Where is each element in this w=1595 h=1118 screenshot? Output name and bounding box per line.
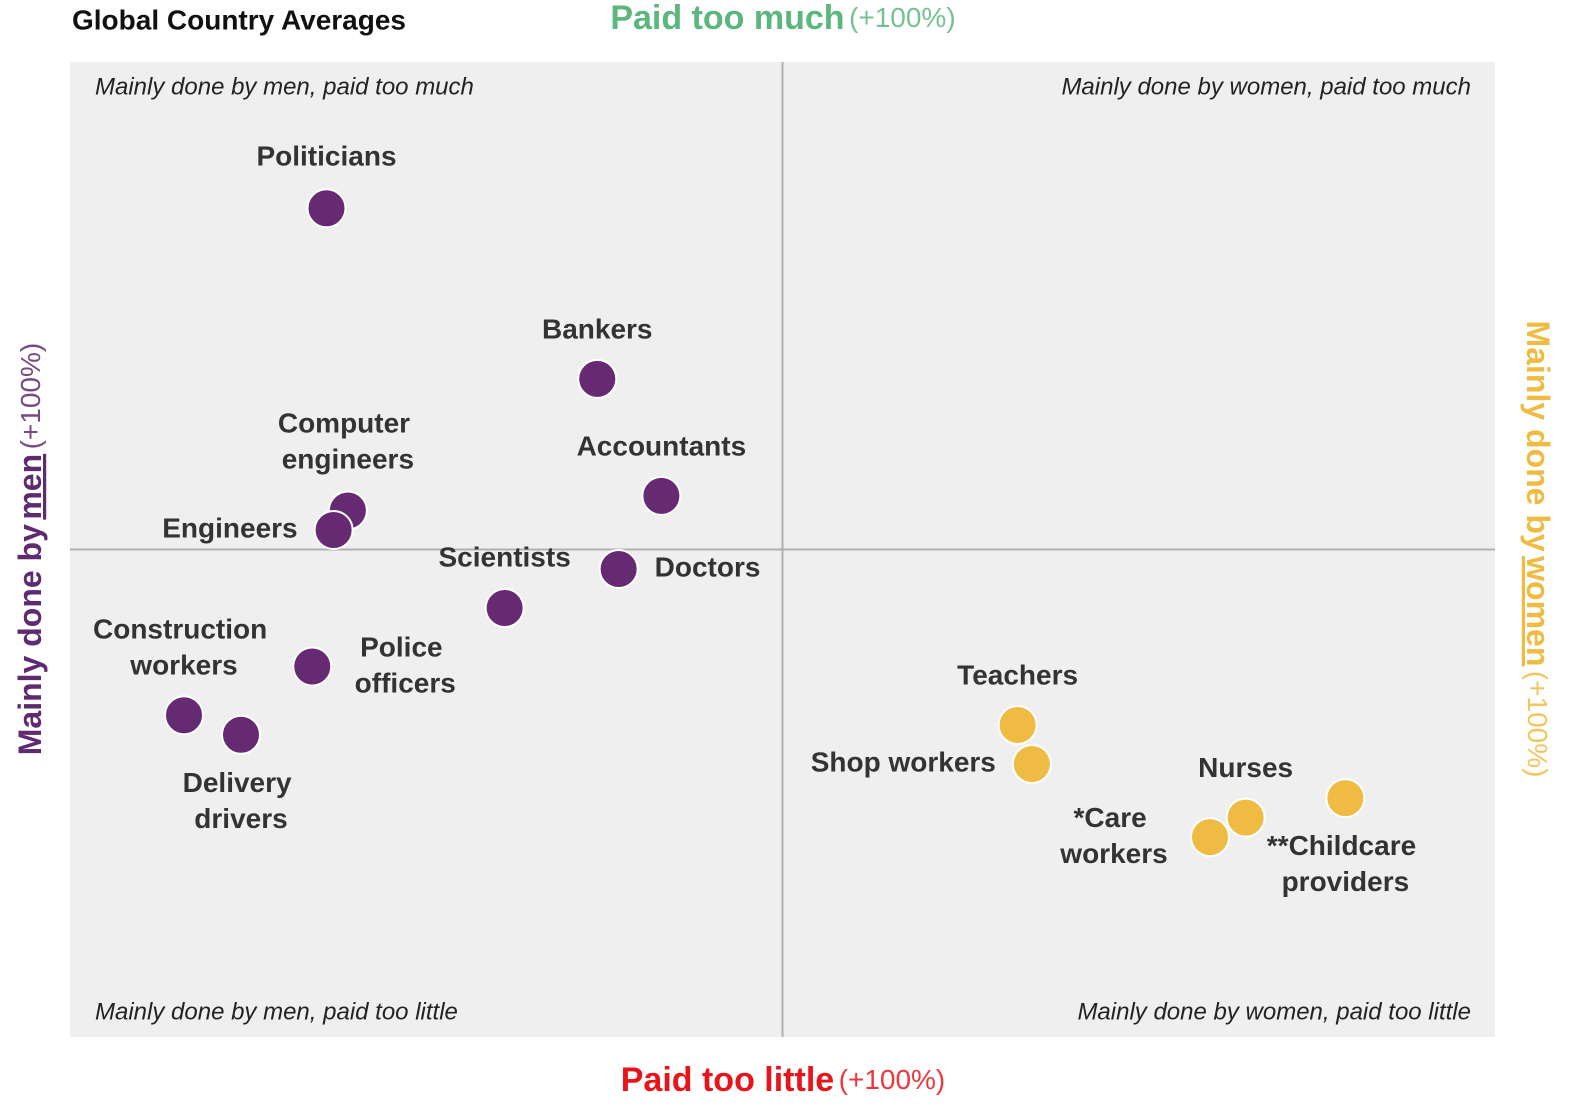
axis-title-suffix: (+100%) xyxy=(15,343,46,450)
data-point xyxy=(1325,778,1366,819)
point-label: Nurses xyxy=(1198,752,1293,783)
data-point xyxy=(292,646,333,687)
axis-title-emphasis: men xyxy=(12,454,48,520)
chart-title: Global Country Averages xyxy=(72,4,406,35)
point-label: Teachers xyxy=(957,659,1078,690)
data-point xyxy=(997,705,1038,745)
point-label: Police officers xyxy=(355,632,456,699)
point-label: Delivery drivers xyxy=(183,767,300,834)
point-label: Bankers xyxy=(542,313,653,344)
data-point xyxy=(641,475,682,516)
data-point xyxy=(306,188,347,229)
point-label: Shop workers xyxy=(811,746,996,777)
point-label: **Childcare providers xyxy=(1267,831,1424,898)
point-label: Scientists xyxy=(438,541,570,572)
axis-title-main: Paid too much xyxy=(610,0,844,37)
bottom-axis-title: Paid too little (+100%) xyxy=(621,1061,946,1099)
axis-title-main: Mainly done by xyxy=(12,524,48,755)
right-axis-title: Mainly done by women (+100%) xyxy=(1520,321,1556,778)
data-point xyxy=(313,510,354,550)
data-point xyxy=(164,695,204,736)
quadrant-label: Mainly done by women, paid too little xyxy=(1077,998,1471,1025)
data-point xyxy=(1225,797,1266,838)
axis-title-suffix: (+100%) xyxy=(849,2,956,33)
data-point xyxy=(484,588,525,628)
left-axis-title: Mainly done by men (+100%) xyxy=(12,343,48,755)
point-label: Politicians xyxy=(256,141,396,172)
axis-title-main: Mainly done by xyxy=(1520,321,1556,552)
data-point xyxy=(221,714,261,755)
axis-title-suffix: (+100%) xyxy=(1522,671,1553,778)
axis-title-emphasis: women xyxy=(1520,555,1556,666)
quadrant-label: Mainly done by men, paid too little xyxy=(95,998,458,1025)
top-axis-title: Paid too much (+100%) xyxy=(610,0,955,37)
point-label: Computer engineers xyxy=(278,408,418,475)
point-label: Construction workers xyxy=(93,614,275,681)
data-point xyxy=(598,549,639,589)
quadrant-label: Mainly done by women, paid too much xyxy=(1061,73,1471,100)
axis-title-suffix: (+100%) xyxy=(839,1064,946,1095)
point-label: *Care workers xyxy=(1059,803,1167,870)
data-point xyxy=(1011,744,1052,784)
data-point xyxy=(577,358,618,399)
point-label: Doctors xyxy=(655,551,761,582)
quadrant-label: Mainly done by men, paid too much xyxy=(95,73,474,100)
axis-title-main: Paid too little xyxy=(621,1061,834,1099)
point-label: Engineers xyxy=(162,512,297,543)
data-point xyxy=(1190,817,1230,858)
point-label: Accountants xyxy=(577,430,747,461)
